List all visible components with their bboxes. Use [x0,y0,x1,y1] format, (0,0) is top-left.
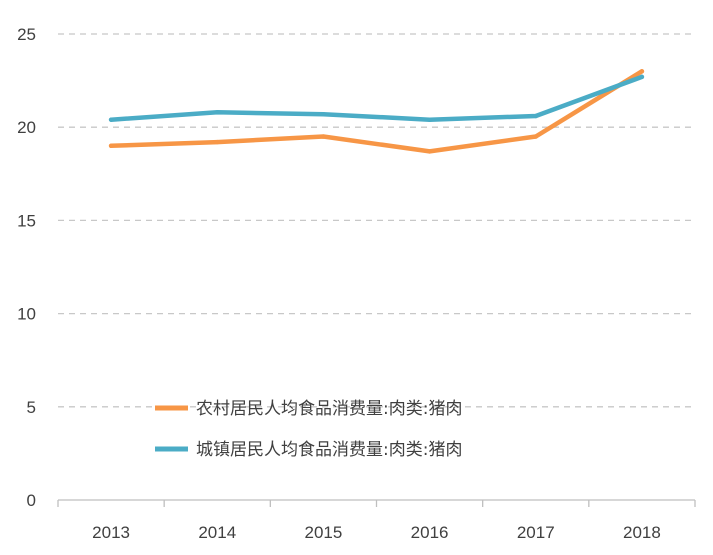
series-line-1 [108,69,645,154]
data-point [108,143,114,149]
x-axis-tick-labels: 2013 2014 2015 2016 2017 2018 [57,500,696,542]
x-tick-label: 2014 [198,523,236,542]
y-axis-tick-labels: 0 5 10 15 20 25 [17,25,36,510]
data-point [427,149,432,154]
series-line-2 [108,74,645,122]
x-tick-label: 2018 [623,523,661,542]
y-tick-label: 25 [17,25,36,44]
data-point [215,139,220,145]
y-tick-label: 20 [17,118,36,137]
x-tick-label: 2013 [92,523,130,542]
x-tick-label: 2015 [305,523,343,542]
y-tick-label: 15 [17,211,36,230]
series-lines [108,69,645,154]
legend-label-2: 城镇居民人均食品消费量:肉类:猪肉 [196,440,462,460]
data-point [639,69,645,74]
y-tick-label: 0 [27,491,36,510]
data-point [533,134,538,139]
data-point [321,111,326,117]
y-tick-label: 5 [27,398,36,417]
x-tick-label: 2016 [411,523,449,542]
x-tick-label: 2017 [517,523,555,542]
y-tick-label: 10 [17,305,36,324]
data-point [533,113,538,119]
data-point [427,117,432,122]
data-point [215,110,220,115]
legend-label-1: 农村居民人均食品消费量:肉类:猪肉 [196,399,462,419]
data-point [108,117,114,122]
gridlines [58,33,695,408]
data-point [321,134,326,139]
data-point [639,74,645,80]
